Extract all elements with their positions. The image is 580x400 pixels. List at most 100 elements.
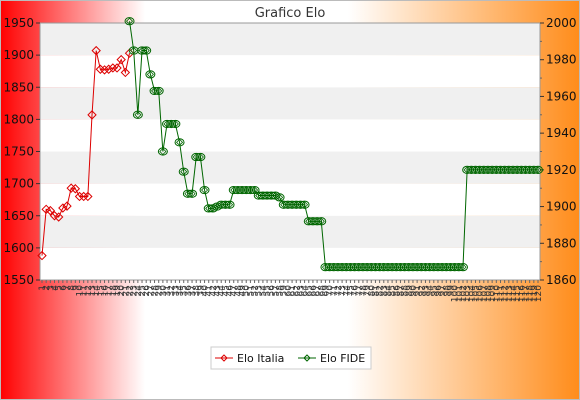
x-tick-label: 67	[313, 285, 323, 296]
x-tick-label: 93	[421, 285, 431, 296]
x-tick-label: 117	[521, 285, 531, 302]
chart-title: Grafico Elo	[255, 6, 326, 21]
x-tick-label: 32	[167, 285, 177, 296]
data-point-fide-inner	[130, 46, 138, 55]
data-point-italia	[62, 201, 72, 211]
data-point-fide	[482, 165, 493, 174]
x-tick-label: 14	[92, 285, 102, 297]
series-line-italia	[41, 50, 131, 256]
x-tick-label: 97	[438, 285, 448, 296]
x-tick-label: 107	[480, 285, 490, 302]
x-tick-label: 75	[346, 285, 356, 296]
x-tick-label: 70	[326, 285, 336, 297]
data-point-fide	[257, 191, 268, 200]
x-tick-label: 66	[309, 285, 319, 297]
data-point-fide-inner	[159, 147, 167, 156]
y-left-tick-label: 1850	[3, 80, 34, 94]
y-right-tick-label: 1980	[546, 53, 577, 67]
data-point-fide	[253, 191, 264, 200]
data-point-fide	[274, 193, 285, 202]
x-tick-label: 20	[117, 285, 127, 297]
y-left-tick-label: 1800	[3, 112, 34, 126]
x-tick-label: 8	[67, 285, 77, 291]
y-left-tick-label: 1550	[3, 273, 34, 287]
data-point-fide	[145, 70, 156, 79]
grid-band	[40, 87, 540, 120]
x-tick-label: 16	[101, 285, 111, 297]
x-tick-label: 38	[192, 285, 202, 297]
x-tick-label: 81	[371, 285, 381, 296]
data-point-fide	[437, 263, 448, 272]
x-tick-label: 84	[384, 285, 394, 297]
data-point-fide	[382, 263, 393, 272]
data-point-fide	[499, 165, 510, 174]
x-tick-label: 24	[134, 285, 144, 297]
x-tick-label: 18	[109, 285, 119, 297]
x-tick-label: 9	[71, 285, 81, 291]
legend-label-italia: Elo Italia	[237, 352, 284, 365]
y-right-tick-label: 1960	[546, 89, 577, 103]
data-point-italia	[70, 184, 81, 194]
data-point-fide	[307, 217, 318, 226]
data-point-italia	[116, 54, 126, 65]
x-tick-label: 82	[376, 285, 386, 296]
data-point-fide	[241, 185, 252, 195]
data-point-fide-inner	[317, 217, 325, 225]
data-point-italia	[83, 191, 93, 202]
data-point-fide	[182, 189, 193, 198]
data-point-fide-inner	[146, 70, 154, 78]
x-tick-label: 55	[263, 285, 273, 296]
x-tick-label: 95	[430, 285, 440, 296]
data-point-fide	[312, 217, 323, 226]
data-point-fide	[337, 263, 348, 272]
x-tick-label: 39	[196, 285, 206, 297]
data-point-fide	[412, 263, 423, 272]
x-tick-label: 96	[434, 285, 444, 297]
data-point-fide-inner	[301, 201, 309, 209]
data-point-fide	[378, 263, 389, 272]
data-point-fide	[387, 263, 398, 272]
x-tick-label: 103	[463, 285, 473, 302]
data-point-fide	[128, 46, 139, 55]
data-point-fide	[124, 17, 135, 26]
x-tick-label: 63	[296, 285, 306, 296]
x-tick-label: 110	[492, 285, 502, 302]
data-point-fide	[357, 263, 368, 272]
data-point-fide	[524, 165, 535, 174]
data-point-fide	[262, 191, 273, 200]
x-tick-label: 21	[121, 285, 131, 296]
data-point-fide	[299, 200, 310, 209]
data-point-fide	[487, 165, 498, 174]
x-tick-label: 6	[59, 285, 69, 291]
data-point-fide	[332, 263, 343, 272]
y-left-tick-label: 1700	[3, 177, 34, 191]
data-point-italia	[45, 205, 56, 216]
x-tick-label: 42	[209, 285, 219, 296]
data-point-fide	[516, 165, 527, 174]
data-point-italia	[53, 212, 64, 222]
x-tick-label: 73	[338, 285, 348, 296]
x-tick-label: 85	[388, 285, 398, 296]
x-tick-label: 12	[84, 285, 94, 296]
data-point-fide	[349, 263, 360, 272]
x-tick-label: 71	[330, 285, 340, 296]
x-tick-label: 37	[188, 285, 198, 296]
x-tick-label: 104	[467, 285, 477, 302]
y-left-tick-label: 1950	[3, 16, 34, 30]
data-point-fide	[137, 46, 148, 55]
x-tick-label: 7	[63, 285, 73, 291]
x-tick-label: 53	[255, 285, 265, 296]
x-tick-label: 98	[442, 285, 452, 297]
data-point-fide	[303, 217, 314, 226]
x-tick-label: 106	[476, 285, 486, 302]
data-point-fide	[495, 165, 506, 174]
data-point-fide	[287, 200, 298, 209]
x-tick-label: 99	[446, 285, 456, 297]
x-tick-label: 22	[126, 285, 136, 296]
x-tick-label: 29	[155, 285, 165, 297]
data-point-fide	[503, 165, 514, 174]
x-tick-label: 119	[530, 285, 540, 302]
data-point-fide	[420, 263, 431, 272]
data-point-fide	[353, 263, 364, 272]
